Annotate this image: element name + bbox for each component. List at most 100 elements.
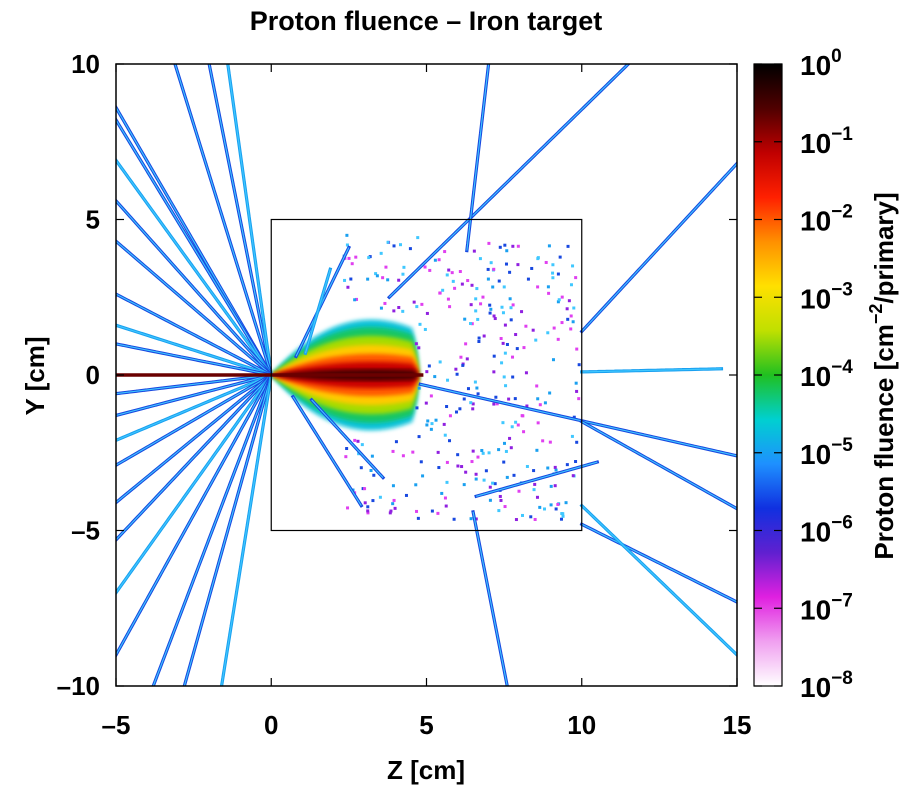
deposit-dot [359,466,363,470]
deposit-dot [447,268,451,272]
x-tick-label: 0 [264,710,278,740]
deposit-dot [444,504,448,508]
deposit-dot [460,282,464,286]
deposit-dot [425,370,429,374]
deposit-dot [502,285,506,289]
proton-track-highlight [116,374,272,441]
deposit-dot [522,430,526,434]
deposit-dot [425,423,429,427]
deposit-dot [511,355,515,359]
deposit-dot [517,489,521,493]
deposit-dot [538,505,542,509]
deposit-dot [354,255,358,259]
deposit-dot [472,249,476,253]
deposit-dot [495,402,499,406]
deposit-dot [492,354,496,358]
deposit-dot [408,247,412,251]
deposit-dot [481,451,485,455]
deposit-dot [505,475,509,479]
proton-track-highlight [295,247,350,357]
deposit-dot [511,244,515,248]
deposit-dot [355,297,359,301]
deposit-dot [497,448,501,452]
deposit-dot [535,448,539,452]
deposit-dot [427,364,431,368]
deposit-dot [460,465,464,469]
deposit-dot [458,270,462,274]
deposit-dot [464,342,468,346]
target-box [270,218,583,532]
deposit-dot [443,496,447,500]
deposit-dot [502,441,506,445]
deposit-dot [445,273,449,277]
proton-track-highlight [581,163,737,332]
deposit-dot [574,381,578,385]
deposit-dot [363,501,367,505]
deposit-dot [575,347,579,351]
deposit-dot [572,415,576,419]
deposit-dot [401,454,405,458]
deposit-dot [371,499,375,503]
plot-area [116,64,737,686]
deposit-dot [503,243,507,247]
deposit-dot [386,278,390,282]
deposit-dot [470,283,474,287]
deposit-dot [445,480,449,484]
deposit-dot [571,264,575,268]
deposit-dot [520,310,524,314]
deposit-dot [551,276,555,280]
deposit-dot [464,470,468,474]
deposit-dot [556,337,560,341]
deposit-dot [478,257,482,261]
deposit-dot [456,453,460,457]
deposit-dot [392,498,396,502]
scatter-deposits [342,233,581,522]
deposit-dot [567,299,571,303]
deposit-dot [389,509,393,513]
deposit-dot [552,326,556,330]
deposit-dot [463,317,467,321]
deposit-dot [498,494,502,498]
deposit-dot [534,338,538,342]
deposit-dot [554,507,558,511]
deposit-dot [509,446,513,450]
x-tick-label: –5 [102,710,131,740]
deposit-dot [497,509,501,513]
deposit-dot [426,419,430,423]
proton-track-highlight [476,461,598,497]
deposit-dot [424,401,428,405]
deposit-dot [541,439,545,443]
deposit-dot [514,420,518,424]
deposit-dot [531,328,535,332]
deposit-dot [486,267,490,271]
deposit-dot [569,327,573,331]
y-tick-label: –10 [57,671,100,701]
y-axis: 10 5 0 –5 –10 [57,49,737,701]
deposit-dot [532,469,536,473]
colorbar-tick-label: 10−3 [800,279,853,314]
deposit-dot [397,306,401,310]
deposit-dot [502,460,506,464]
deposit-dot [551,263,555,267]
deposit-dot [448,414,452,418]
deposit-dot [514,333,518,337]
deposit-dot [415,406,419,410]
proton-track-highlight [581,368,722,373]
x-axis-label: Z [cm] [387,755,465,785]
proton-track-highlight [208,64,272,376]
deposit-dot [414,342,418,346]
deposit-dot [429,394,433,398]
deposit-dot [437,258,441,262]
deposit-dot [350,262,354,266]
deposit-dot [565,463,569,467]
deposit-dot [549,503,553,507]
deposit-dot [546,331,550,335]
proton-track-highlight [116,374,272,503]
deposit-dot [446,297,450,301]
proton-track-highlight [227,64,272,376]
colorbar-tick-label: 10−2 [800,202,853,237]
deposit-dot [430,422,434,426]
deposit-dot [560,295,564,299]
deposit-dot [466,279,470,283]
deposit-dot [492,267,496,271]
